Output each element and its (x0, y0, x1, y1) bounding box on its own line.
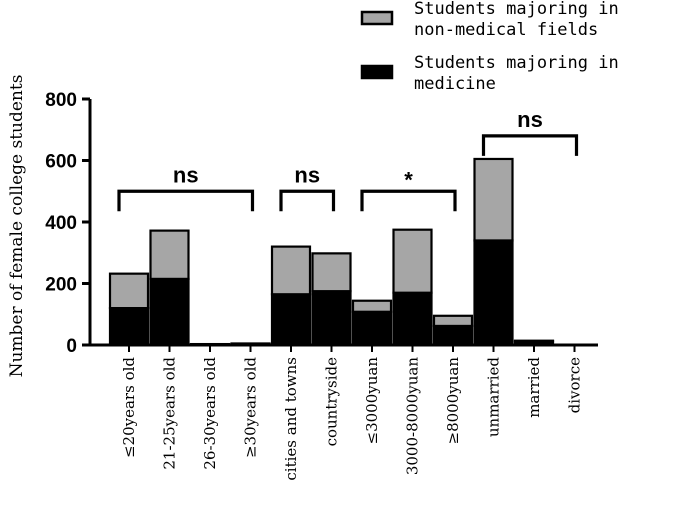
significance-bracket (360, 189, 457, 212)
y-tick-label: 800 (45, 90, 77, 111)
bar-medicine (149, 277, 190, 347)
bar-non-medical (351, 299, 393, 313)
x-tick-label: ≥8000yuan (444, 357, 462, 445)
significance-label: ns (294, 162, 320, 187)
bar-medicine (432, 324, 474, 347)
y-tick-labels: 0 200 400 600 800 (45, 90, 77, 357)
x-tick-label: unmarried (485, 357, 503, 438)
bar-non-medical (473, 157, 514, 242)
x-tick-label: married (525, 357, 543, 418)
bar-non-medical (149, 229, 190, 280)
legend-label: Students majoring in (414, 53, 619, 73)
bar-non-medical (311, 252, 352, 293)
x-tick-label: ≤20years old (120, 357, 138, 458)
x-tick-label: 21-25years old (161, 357, 179, 470)
significance-brackets: ns ns * ns (117, 107, 579, 212)
bar-medicine (311, 290, 352, 347)
bar-non-medical (432, 314, 474, 328)
x-tick-label: ≥30years old (242, 357, 260, 458)
y-tick-label: 200 (45, 275, 77, 296)
y-axis-title: Number of female college students (7, 75, 27, 378)
bar-medicine (270, 293, 312, 347)
legend-swatch (360, 64, 394, 80)
bar-non-medical (230, 342, 271, 346)
x-tick-label: cities and towns (282, 357, 300, 481)
significance-bracket (279, 189, 336, 212)
significance-bracket (481, 134, 579, 156)
y-tick-label: 600 (45, 152, 77, 173)
significance-label: ns (517, 107, 543, 132)
significance-bracket (117, 189, 255, 212)
legend-label: non-medical fields (414, 20, 598, 40)
y-tick-label: 0 (66, 336, 77, 357)
bars (108, 157, 555, 347)
legend-label: medicine (414, 74, 496, 94)
bar-medicine (351, 310, 393, 347)
bar-non-medical (108, 272, 150, 310)
bar-non-medical (270, 245, 312, 296)
x-tick-label: ≤3000yuan (363, 357, 381, 445)
significance-label: ns (173, 162, 199, 187)
bar-non-medical (392, 228, 433, 294)
x-tick-label: 3000-8000yuan (404, 357, 422, 475)
significance-label: * (404, 167, 413, 192)
bar-non-medical (513, 339, 555, 343)
legend-swatch (360, 10, 394, 26)
bar-medicine (392, 291, 433, 347)
x-tick-label: countryside (323, 357, 341, 447)
x-tick-labels: ≤20years old 21-25years old 26-30years old… (120, 357, 584, 481)
legend-label: Students majoring in (414, 0, 619, 19)
bar-medicine (473, 239, 514, 347)
bar-medicine (108, 307, 150, 347)
y-tick-label: 400 (45, 213, 77, 234)
x-tick-label: divorce (566, 357, 584, 413)
x-tick-label: 26-30years old (201, 357, 219, 470)
